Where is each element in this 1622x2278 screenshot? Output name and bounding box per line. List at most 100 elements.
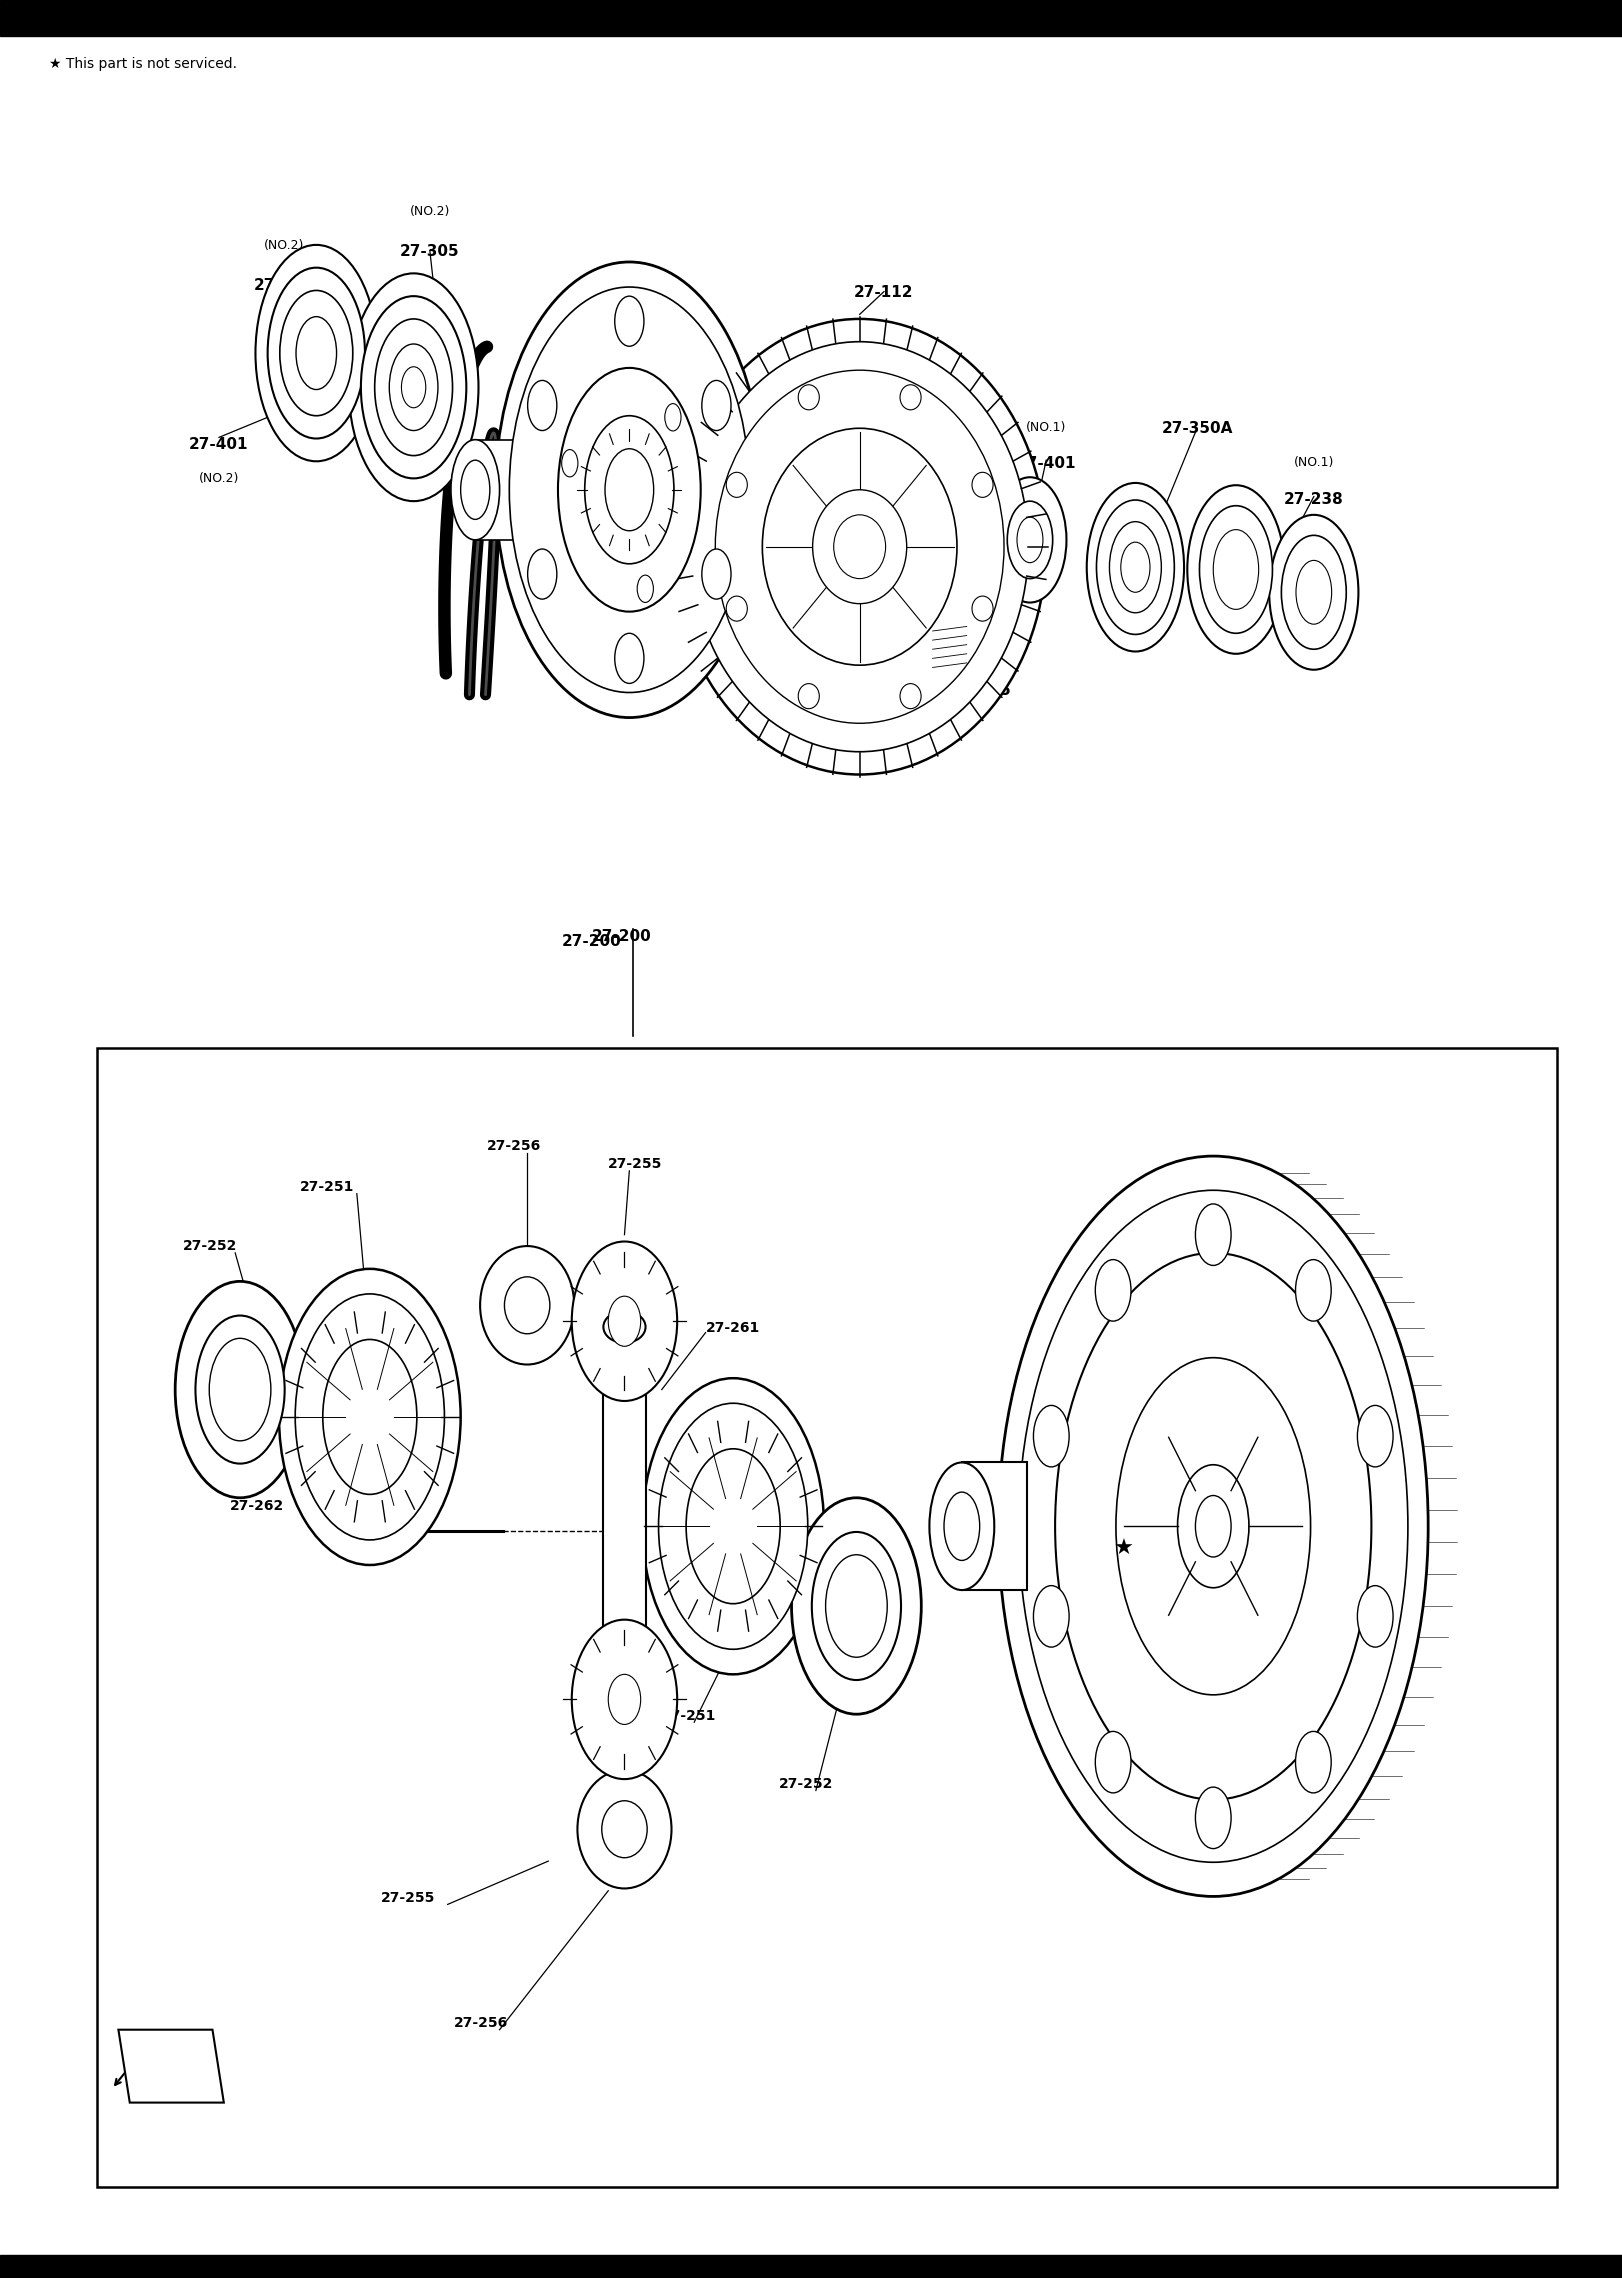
Text: 27-251: 27-251 [662,1708,717,1722]
Ellipse shape [900,683,921,708]
Ellipse shape [602,1800,647,1859]
Text: (NO.2): (NO.2) [410,205,449,219]
Ellipse shape [1087,483,1184,652]
Bar [603,1326,646,1681]
Ellipse shape [1200,506,1272,633]
Ellipse shape [929,1462,994,1590]
Ellipse shape [999,1157,1429,1895]
Text: 27-401: 27-401 [190,437,248,453]
Ellipse shape [527,549,556,599]
Text: EWD: EWD [157,2048,187,2062]
Bar [0,2255,1622,2278]
Ellipse shape [798,385,819,410]
Ellipse shape [1095,1260,1131,1321]
Ellipse shape [615,633,644,683]
Ellipse shape [268,269,365,437]
Ellipse shape [944,1492,980,1560]
Ellipse shape [577,1770,672,1888]
Text: 27-401: 27-401 [1017,456,1075,472]
Text: 27-238: 27-238 [255,278,313,294]
Bar [475,440,524,540]
Ellipse shape [813,490,907,604]
Ellipse shape [480,1246,574,1365]
Ellipse shape [279,1269,461,1565]
Text: (NO.1): (NO.1) [1027,421,1066,435]
Ellipse shape [1358,1585,1393,1647]
Ellipse shape [1358,1406,1393,1467]
Ellipse shape [900,385,921,410]
Ellipse shape [727,597,748,622]
Ellipse shape [603,1310,646,1342]
Ellipse shape [1187,485,1285,654]
Ellipse shape [1096,499,1174,633]
Ellipse shape [608,1674,641,1724]
Text: (NO.2): (NO.2) [200,472,238,485]
Ellipse shape [1007,501,1053,579]
Text: 27-305: 27-305 [401,244,459,260]
Ellipse shape [509,287,749,693]
Ellipse shape [691,342,1028,752]
Text: 27-256: 27-256 [454,2016,508,2030]
Ellipse shape [1195,1203,1231,1267]
Ellipse shape [451,440,500,540]
Polygon shape [118,2030,224,2103]
Ellipse shape [603,1663,646,1695]
Ellipse shape [1056,1253,1372,1800]
Ellipse shape [1195,1494,1231,1558]
Ellipse shape [792,1499,921,1715]
Ellipse shape [349,273,478,501]
Ellipse shape [702,380,732,431]
Ellipse shape [813,1533,902,1681]
Ellipse shape [972,472,993,497]
Text: 27-251: 27-251 [300,1180,355,1194]
Ellipse shape [615,296,644,346]
Ellipse shape [637,574,654,601]
Text: 27-350A: 27-350A [1161,421,1233,437]
Ellipse shape [461,460,490,519]
Ellipse shape [715,369,1004,724]
Ellipse shape [659,1403,808,1649]
Ellipse shape [798,683,819,708]
Text: 27-261: 27-261 [706,1321,759,1335]
Text: 27-252: 27-252 [779,1777,834,1791]
Text: (NO.1): (NO.1) [1294,456,1333,469]
Ellipse shape [673,319,1046,775]
Bar [962,1462,1027,1590]
Text: 27-255: 27-255 [608,1157,663,1171]
Text: 27-262: 27-262 [230,1499,284,1513]
Ellipse shape [295,1294,444,1540]
Ellipse shape [1095,1731,1131,1793]
Ellipse shape [727,472,748,497]
Ellipse shape [642,1378,824,1674]
Bar [97,1048,1557,2187]
Text: 27-200: 27-200 [563,934,621,950]
Ellipse shape [571,1242,678,1401]
Ellipse shape [702,549,732,599]
Ellipse shape [584,415,675,565]
Text: 27-112: 27-112 [855,285,913,301]
Ellipse shape [496,262,764,718]
Ellipse shape [762,428,957,665]
Ellipse shape [1033,1585,1069,1647]
Ellipse shape [993,478,1067,601]
Ellipse shape [1019,1189,1408,1863]
Ellipse shape [1178,1465,1249,1588]
Ellipse shape [360,296,467,478]
Ellipse shape [1270,515,1359,670]
Ellipse shape [605,449,654,531]
Ellipse shape [1281,535,1346,649]
Ellipse shape [972,597,993,622]
Ellipse shape [175,1280,305,1499]
Ellipse shape [571,1620,678,1779]
Ellipse shape [504,1276,550,1335]
Text: 27-256: 27-256 [487,1139,540,1153]
Ellipse shape [665,403,681,431]
Ellipse shape [561,449,577,476]
Ellipse shape [1296,1260,1332,1321]
Ellipse shape [558,367,701,611]
Ellipse shape [323,1339,417,1494]
Ellipse shape [686,1449,780,1604]
Ellipse shape [608,1296,641,1346]
Ellipse shape [1195,1786,1231,1850]
Text: 27-255: 27-255 [381,1891,436,1904]
